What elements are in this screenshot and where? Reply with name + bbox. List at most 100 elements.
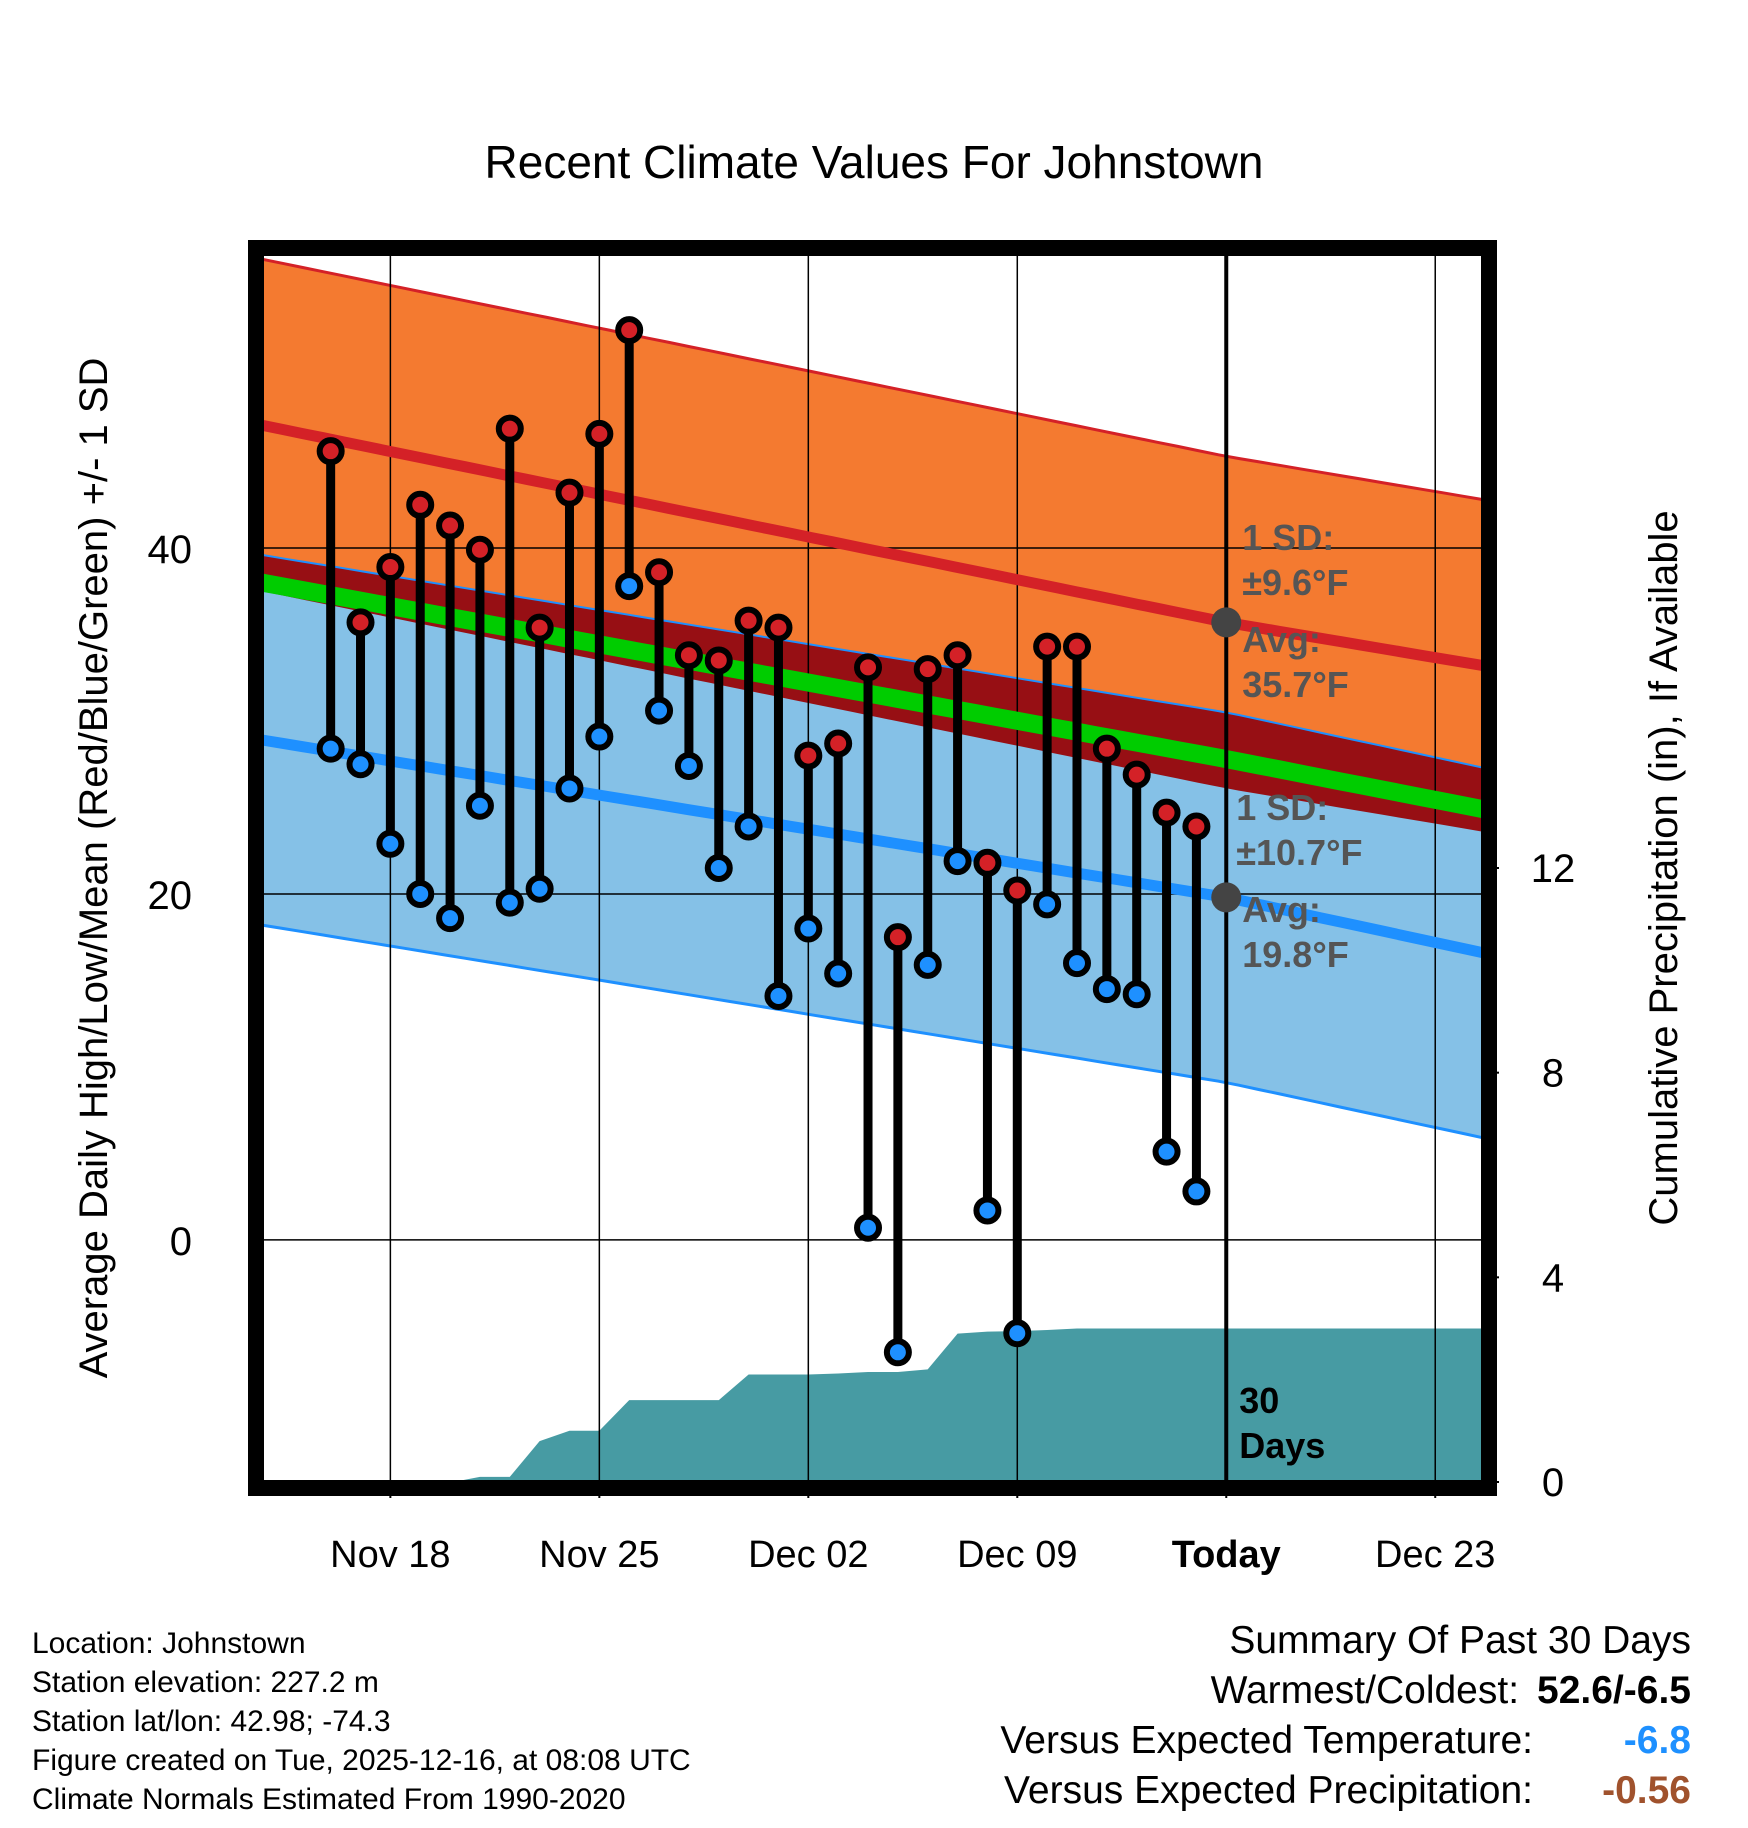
location-text: Location: Johnstown xyxy=(32,1627,306,1660)
warmest-label: Warmest/Coldest: xyxy=(1210,1669,1520,1712)
x-tick-label: Dec 23 xyxy=(1375,1534,1495,1576)
x-tick-label: Nov 25 xyxy=(539,1534,659,1576)
y2-tick-label: 8 xyxy=(1542,1052,1564,1096)
daily-low-point xyxy=(1092,975,1121,1004)
daily-high-point xyxy=(764,613,793,642)
daily-low-point xyxy=(943,847,972,876)
daily-high-point xyxy=(1182,812,1211,841)
daily-high-point xyxy=(495,414,524,443)
x-tick-label: Dec 09 xyxy=(957,1534,1077,1576)
daily-low-point xyxy=(1152,1137,1181,1166)
daily-low-point xyxy=(436,904,465,933)
normals-text: Climate Normals Estimated From 1990-2020 xyxy=(32,1783,626,1816)
precip-area xyxy=(262,1328,1483,1482)
y2-axis-label: Cumulative Precipitation (in), If Availa… xyxy=(1642,510,1686,1225)
daily-low-point xyxy=(824,959,853,988)
normal-high-line xyxy=(260,419,1484,672)
y2-tick-label: 4 xyxy=(1542,1256,1564,1300)
daily-low-point xyxy=(525,874,554,903)
daily-high-point xyxy=(913,655,942,684)
y2-tick-label: 12 xyxy=(1531,847,1576,891)
daily-high-point xyxy=(704,646,733,675)
daily-high-point xyxy=(585,419,614,448)
y-axis-label: Average Daily High/Low/Mean (Red/Blue/Gr… xyxy=(72,358,116,1379)
daily-low-point xyxy=(674,751,703,780)
daily-low-point xyxy=(794,914,823,943)
daily-low-point xyxy=(585,722,614,751)
daily-low-point xyxy=(1003,1319,1032,1348)
daily-temperature-bars xyxy=(316,316,1211,1367)
daily-low-point xyxy=(615,572,644,601)
daily-low-point xyxy=(973,1196,1002,1225)
daily-low-point xyxy=(346,750,375,779)
daily-high-point xyxy=(376,553,405,582)
daily-low-point xyxy=(1062,949,1091,978)
daily-high-point xyxy=(465,535,494,564)
daily-low-point xyxy=(376,829,405,858)
x-tick-label: Today xyxy=(1172,1534,1281,1576)
x-tick-label: Nov 18 xyxy=(330,1534,450,1576)
elevation-text: Station elevation: 227.2 m xyxy=(32,1666,379,1699)
daily-low-point xyxy=(883,1338,912,1367)
daily-high-point xyxy=(883,923,912,952)
daily-low-point xyxy=(465,791,494,820)
high-avg-label: 35.7°F xyxy=(1242,664,1348,705)
cumulative-precip-area xyxy=(262,1328,1483,1482)
daily-high-point xyxy=(794,741,823,770)
daily-high-point xyxy=(824,729,853,758)
y-tick-label: 20 xyxy=(148,874,193,918)
daily-low-point xyxy=(495,888,524,917)
warmest-value: 52.6/-6.5 xyxy=(1537,1669,1691,1712)
low-avg-label: 19.8°F xyxy=(1242,934,1348,975)
daily-high-point xyxy=(645,558,674,587)
daily-high-point xyxy=(674,641,703,670)
daily-high-point xyxy=(1003,876,1032,905)
created-text: Figure created on Tue, 2025-12-16, at 08… xyxy=(32,1744,691,1777)
y-tick-label: 0 xyxy=(170,1220,192,1264)
summary-precip-row: Versus Expected Precipitation: -0.56 xyxy=(1000,1766,1691,1816)
today-high-avg-dot xyxy=(1211,607,1242,638)
daily-low-point xyxy=(1122,980,1151,1009)
summary-title: Summary Of Past 30 Days xyxy=(1229,1619,1691,1662)
daily-high-point xyxy=(1092,734,1121,763)
x-tick-label: Dec 02 xyxy=(748,1534,868,1576)
climate-chart: Recent Climate Values For Johnstown 1 SD… xyxy=(72,136,1686,1600)
daily-low-point xyxy=(913,950,942,979)
daily-high-point xyxy=(1152,798,1181,827)
daily-high-point xyxy=(1122,760,1151,789)
daily-low-point xyxy=(645,696,674,725)
chart-title: Recent Climate Values For Johnstown xyxy=(485,136,1264,188)
x-axis-label: Day xyxy=(840,1597,908,1600)
daily-low-point xyxy=(1182,1177,1211,1206)
daily-high-point xyxy=(406,490,435,519)
y-tick-label: 40 xyxy=(148,528,193,572)
summary-warmest-row: Warmest/Coldest: 52.6/-6.5 xyxy=(1000,1666,1691,1716)
today-low-avg-dot xyxy=(1211,882,1242,913)
y2-tick-label: 0 xyxy=(1542,1461,1564,1505)
daily-low-point xyxy=(1033,890,1062,919)
temp-anomaly-value: -6.8 xyxy=(1623,1719,1691,1762)
daily-low-point xyxy=(764,981,793,1010)
temp-anomaly-label: Versus Expected Temperature: xyxy=(1000,1719,1533,1762)
days-label: Days xyxy=(1239,1425,1325,1466)
low-sd-label: 1 SD: xyxy=(1236,787,1328,828)
daily-high-point xyxy=(1062,632,1091,661)
high-avg-label: Avg: xyxy=(1242,619,1321,660)
daily-high-point xyxy=(346,608,375,637)
daily-high-point xyxy=(555,478,584,507)
daily-high-point xyxy=(525,613,554,642)
daily-high-point xyxy=(436,511,465,540)
precip-anomaly-label: Versus Expected Precipitation: xyxy=(1004,1769,1533,1812)
low-avg-label: Avg: xyxy=(1242,889,1321,930)
low-sd-label: ±10.7°F xyxy=(1236,832,1362,873)
daily-high-point xyxy=(615,316,644,345)
daily-high-point xyxy=(943,641,972,670)
daily-low-point xyxy=(704,854,733,882)
days-label: 30 xyxy=(1239,1380,1279,1421)
daily-low-point xyxy=(316,734,345,763)
latlon-text: Station lat/lon: 42.98; -74.3 xyxy=(32,1705,391,1738)
summary-panel: Summary Of Past 30 Days Warmest/Coldest:… xyxy=(1000,1616,1691,1816)
precip-anomaly-value: -0.56 xyxy=(1602,1769,1691,1812)
daily-low-point xyxy=(555,774,584,803)
